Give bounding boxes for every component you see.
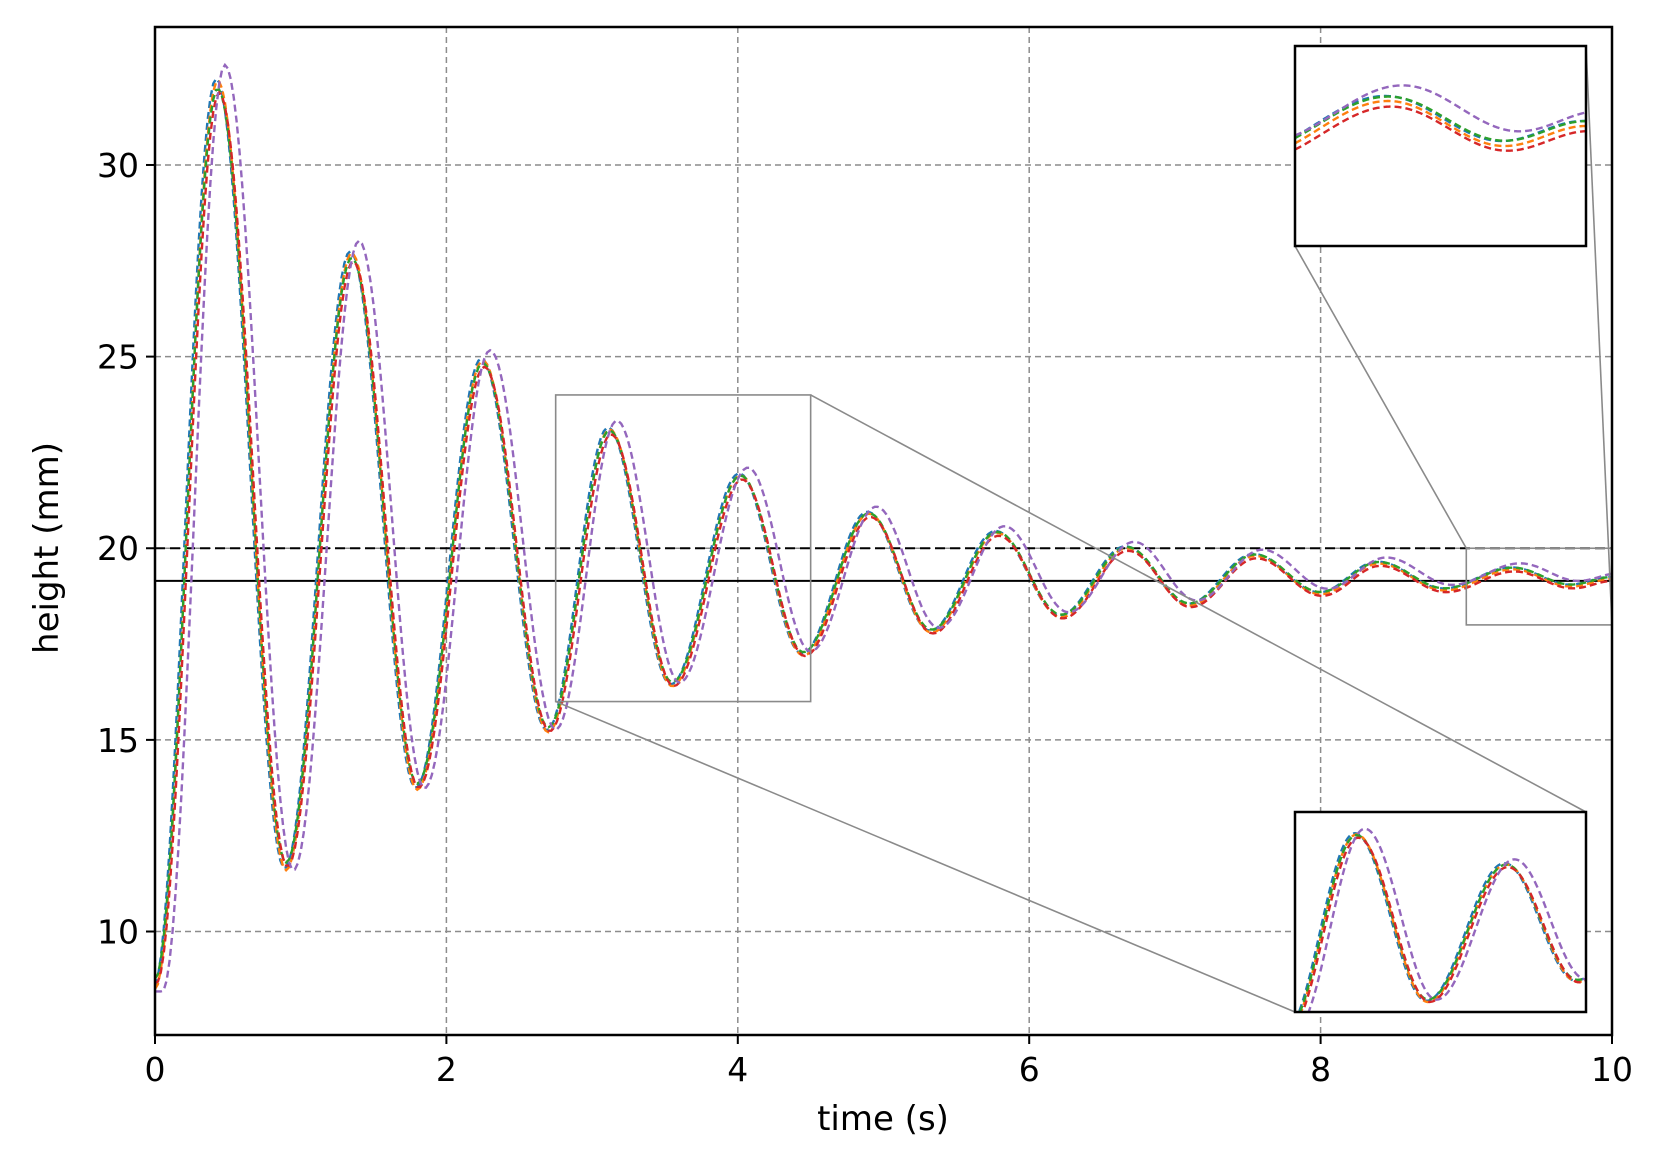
zoom-connector (810, 394, 1587, 813)
y-tick-label: 20 (97, 529, 139, 568)
zoom-region (554, 394, 812, 703)
series-line-3 (1295, 95, 1586, 142)
series-line-5 (1307, 827, 1586, 1012)
series-line-3 (1298, 834, 1586, 1012)
x-tick-label: 0 (145, 1050, 166, 1089)
zoom-connector (555, 700, 1296, 1013)
series-line-3 (155, 88, 1612, 980)
series-line-4 (1295, 105, 1586, 152)
series-line-5 (155, 62, 1612, 993)
inset-background (1295, 46, 1586, 246)
y-tick-label: 30 (97, 146, 139, 185)
plot-frame (153, 25, 1614, 1037)
y-axis-label: height (mm) (27, 442, 67, 654)
x-tick-label: 8 (1310, 1050, 1331, 1089)
y-ticks: 10 15 20 25 30 (97, 146, 155, 952)
inset-background (1295, 812, 1586, 1012)
series-line-5 (1295, 84, 1586, 137)
series-line-4 (1301, 836, 1586, 1012)
series-line-4 (155, 90, 1612, 984)
x-tick-label: 2 (436, 1050, 457, 1089)
x-tick-label: 6 (1019, 1050, 1040, 1089)
y-tick-label: 25 (97, 338, 139, 377)
x-axis-label: time (s) (817, 1099, 949, 1139)
inset-top (1293, 44, 1588, 248)
inset-frame (1293, 810, 1588, 1014)
main-series (155, 62, 1612, 993)
x-ticks: 0 2 4 6 8 10 (145, 1035, 1633, 1089)
inset-bottom (1293, 810, 1588, 1014)
y-tick-label: 15 (97, 721, 139, 760)
zoom-indicators (554, 45, 1613, 1013)
reference-lines (155, 547, 1612, 582)
zoom-connector (1585, 45, 1613, 625)
series-line-2 (1295, 99, 1586, 148)
y-tick-label: 10 (97, 913, 139, 952)
series-line-1 (1297, 832, 1586, 1012)
x-tick-label: 4 (727, 1050, 748, 1089)
x-tick-label: 10 (1591, 1050, 1633, 1089)
zoom-connector (1294, 245, 1467, 549)
inset-frame (1293, 44, 1588, 248)
